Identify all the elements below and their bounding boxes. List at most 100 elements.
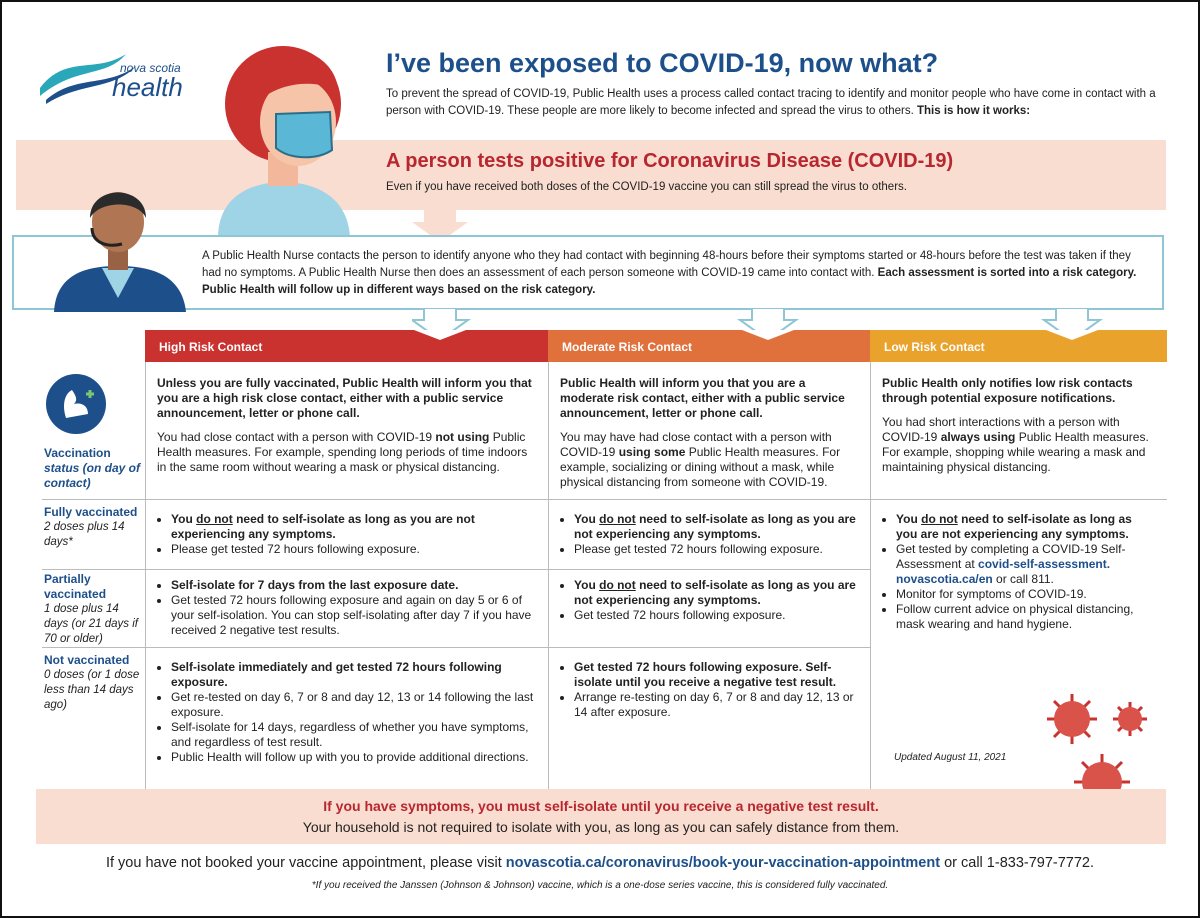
emphasis: Each assessment is sorted into a risk ca… — [202, 267, 1137, 296]
text-run: Get tested 72 hours following exposure a… — [171, 593, 532, 637]
row-label: Partially vaccinated 1 dose plus 14 days… — [44, 572, 144, 647]
booking: If you have not booked your vaccine appo… — [2, 855, 1198, 871]
link: covid-self-assessment. novascotia.ca/en — [896, 557, 1111, 586]
bullet: Follow current advice on physical distan… — [896, 602, 1155, 632]
text-run: Monitor for symptoms of COVID-19. — [896, 587, 1087, 601]
text-run: Please get tested 72 hours following exp… — [171, 542, 420, 556]
bullet: Self-isolate for 14 days, regardless of … — [171, 720, 536, 750]
bullet: Public Health will follow up with you to… — [171, 750, 536, 765]
divider — [42, 569, 870, 570]
status-label: Vaccination status (on day of contact) — [44, 446, 144, 491]
emphasis: always using — [940, 430, 1016, 444]
text-run: need to self-isolate as long as you are … — [574, 512, 856, 541]
text-run: You — [171, 512, 197, 526]
text-run: need to self-isolate as long as you are … — [171, 512, 475, 541]
text-run: If you have not booked your vaccine appo… — [105, 855, 506, 871]
text-run: need to self-isolate as long as you are … — [896, 512, 1132, 541]
updated: Updated August 11, 2021 — [894, 752, 1007, 763]
text-run: Self-isolate for 7 days from the last ex… — [171, 578, 459, 592]
bullet: Get tested 72 hours following exposure a… — [171, 593, 536, 638]
text-run: Public Health measures. For example, spe… — [157, 430, 528, 474]
bullet: You do not need to self-isolate as long … — [171, 512, 536, 542]
text-run: or call 811. — [992, 572, 1054, 586]
positive-text: Even if you have received both doses of … — [386, 181, 907, 193]
text-run: or call 1-833-797-7772. — [940, 855, 1095, 871]
text-run: Public Health measures. For example, soc… — [560, 445, 841, 489]
cell: Self-isolate for 7 days from the last ex… — [145, 578, 548, 638]
description: Unless you are fully vaccinated, Public … — [145, 376, 548, 484]
text-run: You — [896, 512, 922, 526]
bullet: Self-isolate immediately and get tested … — [171, 660, 536, 690]
body: You may have had close contact with a pe… — [560, 430, 858, 490]
cell: You do not need to self-isolate as long … — [870, 512, 1167, 632]
lead: Public Health will inform you that you a… — [560, 376, 845, 420]
text-run: Self-isolate immediately and get tested … — [171, 660, 502, 689]
bullet-list: Self-isolate for 7 days from the last ex… — [157, 578, 536, 638]
bullet: You do not need to self-isolate as long … — [574, 578, 858, 608]
bullet: Get re-tested on day 6, 7 or 8 and day 1… — [171, 690, 536, 720]
text-run: Get re-tested on day 6, 7 or 8 and day 1… — [171, 690, 534, 719]
emphasis: do not — [196, 512, 233, 526]
status-title: Vaccination — [44, 446, 111, 460]
row-label: Fully vaccinated 2 doses plus 14 days* — [44, 505, 144, 550]
vaccine-icon — [46, 374, 106, 434]
cell: Self-isolate immediately and get tested … — [145, 660, 548, 765]
lead: Unless you are fully vaccinated, Public … — [157, 376, 532, 420]
bullet: Get tested 72 hours following exposure. — [574, 608, 858, 623]
bullet: Get tested 72 hours following exposure. … — [574, 660, 858, 690]
row-sub: 2 doses plus 14 days* — [44, 521, 125, 548]
divider — [548, 362, 549, 789]
divider — [145, 362, 146, 789]
body: You had close contact with a person with… — [157, 430, 536, 475]
text-run: Get tested 72 hours following exposure. … — [574, 660, 837, 689]
row-title: Not vaccinated — [44, 653, 130, 667]
description: Public Health only notifies low risk con… — [870, 376, 1167, 484]
column-header: Moderate Risk Contact — [548, 330, 870, 362]
footer-band — [36, 789, 1166, 844]
bullet-list: You do not need to self-isolate as long … — [882, 512, 1155, 632]
emphasis: This is how it works: — [916, 105, 1031, 117]
text-run: Please get tested 72 hours following exp… — [574, 542, 823, 556]
woman-illustration — [218, 46, 350, 238]
arrows — [412, 308, 1104, 342]
row-label: Not vaccinated 0 doses (or 1 dose less t… — [44, 653, 144, 713]
text-run: Arrange re-testing on day 6, 7 or 8 and … — [574, 690, 854, 719]
row-title: Partially vaccinated — [44, 572, 107, 601]
bullet: You do not need to self-isolate as long … — [574, 512, 858, 542]
emphasis: not using — [435, 430, 490, 444]
nurse-text: A Public Health Nurse contacts the perso… — [202, 248, 1152, 299]
text-run: Public Health will follow up with you to… — [171, 750, 529, 764]
nurse-box — [12, 235, 1164, 310]
status-sub: status (on day of contact) — [44, 461, 141, 490]
bullet-list: Self-isolate immediately and get tested … — [157, 660, 536, 765]
arrow-tips — [414, 330, 1098, 340]
text-run: Get tested 72 hours following exposure. — [574, 608, 786, 622]
bullet: Arrange re-testing on day 6, 7 or 8 and … — [574, 690, 858, 720]
bullet: Please get tested 72 hours following exp… — [574, 542, 858, 557]
divider — [870, 362, 871, 789]
text-run: You had short interactions with a person… — [882, 415, 1120, 444]
positive-band — [16, 140, 1166, 210]
bullet: Get tested by completing a COVID-19 Self… — [896, 542, 1155, 587]
column-header: Low Risk Contact — [870, 330, 1167, 362]
title: I’ve been exposed to COVID-19, now what? — [386, 48, 939, 78]
emphasis: do not — [599, 512, 636, 526]
bullet: Self-isolate for 7 days from the last ex… — [171, 578, 536, 593]
divider — [42, 499, 1167, 500]
text-run: To prevent the spread of COVID-19, Publi… — [386, 88, 1156, 117]
logo: nova scotia health — [40, 54, 183, 104]
positive-heading: A person tests positive for Coronavirus … — [386, 150, 954, 172]
body: You had short interactions with a person… — [882, 415, 1155, 475]
symptoms: If you have symptoms, you must self-isol… — [323, 798, 879, 814]
nurse-illustration — [54, 192, 186, 312]
text-run: You — [574, 578, 600, 592]
row-sub: 1 dose plus 14 days (or 21 days if 70 or… — [44, 603, 138, 645]
emphasis: using some — [618, 445, 686, 459]
bullet-list: Get tested 72 hours following exposure. … — [560, 660, 858, 720]
text-run: You may have had close contact with a pe… — [560, 430, 832, 459]
text-run: You had close contact with a person with… — [157, 430, 436, 444]
cell: You do not need to self-isolate as long … — [145, 512, 548, 557]
logo-top: nova scotia — [120, 61, 181, 75]
bullet: Monitor for symptoms of COVID-19. — [896, 587, 1155, 602]
emphasis: novascotia.ca/coronavirus/book-your-vacc… — [505, 855, 941, 871]
